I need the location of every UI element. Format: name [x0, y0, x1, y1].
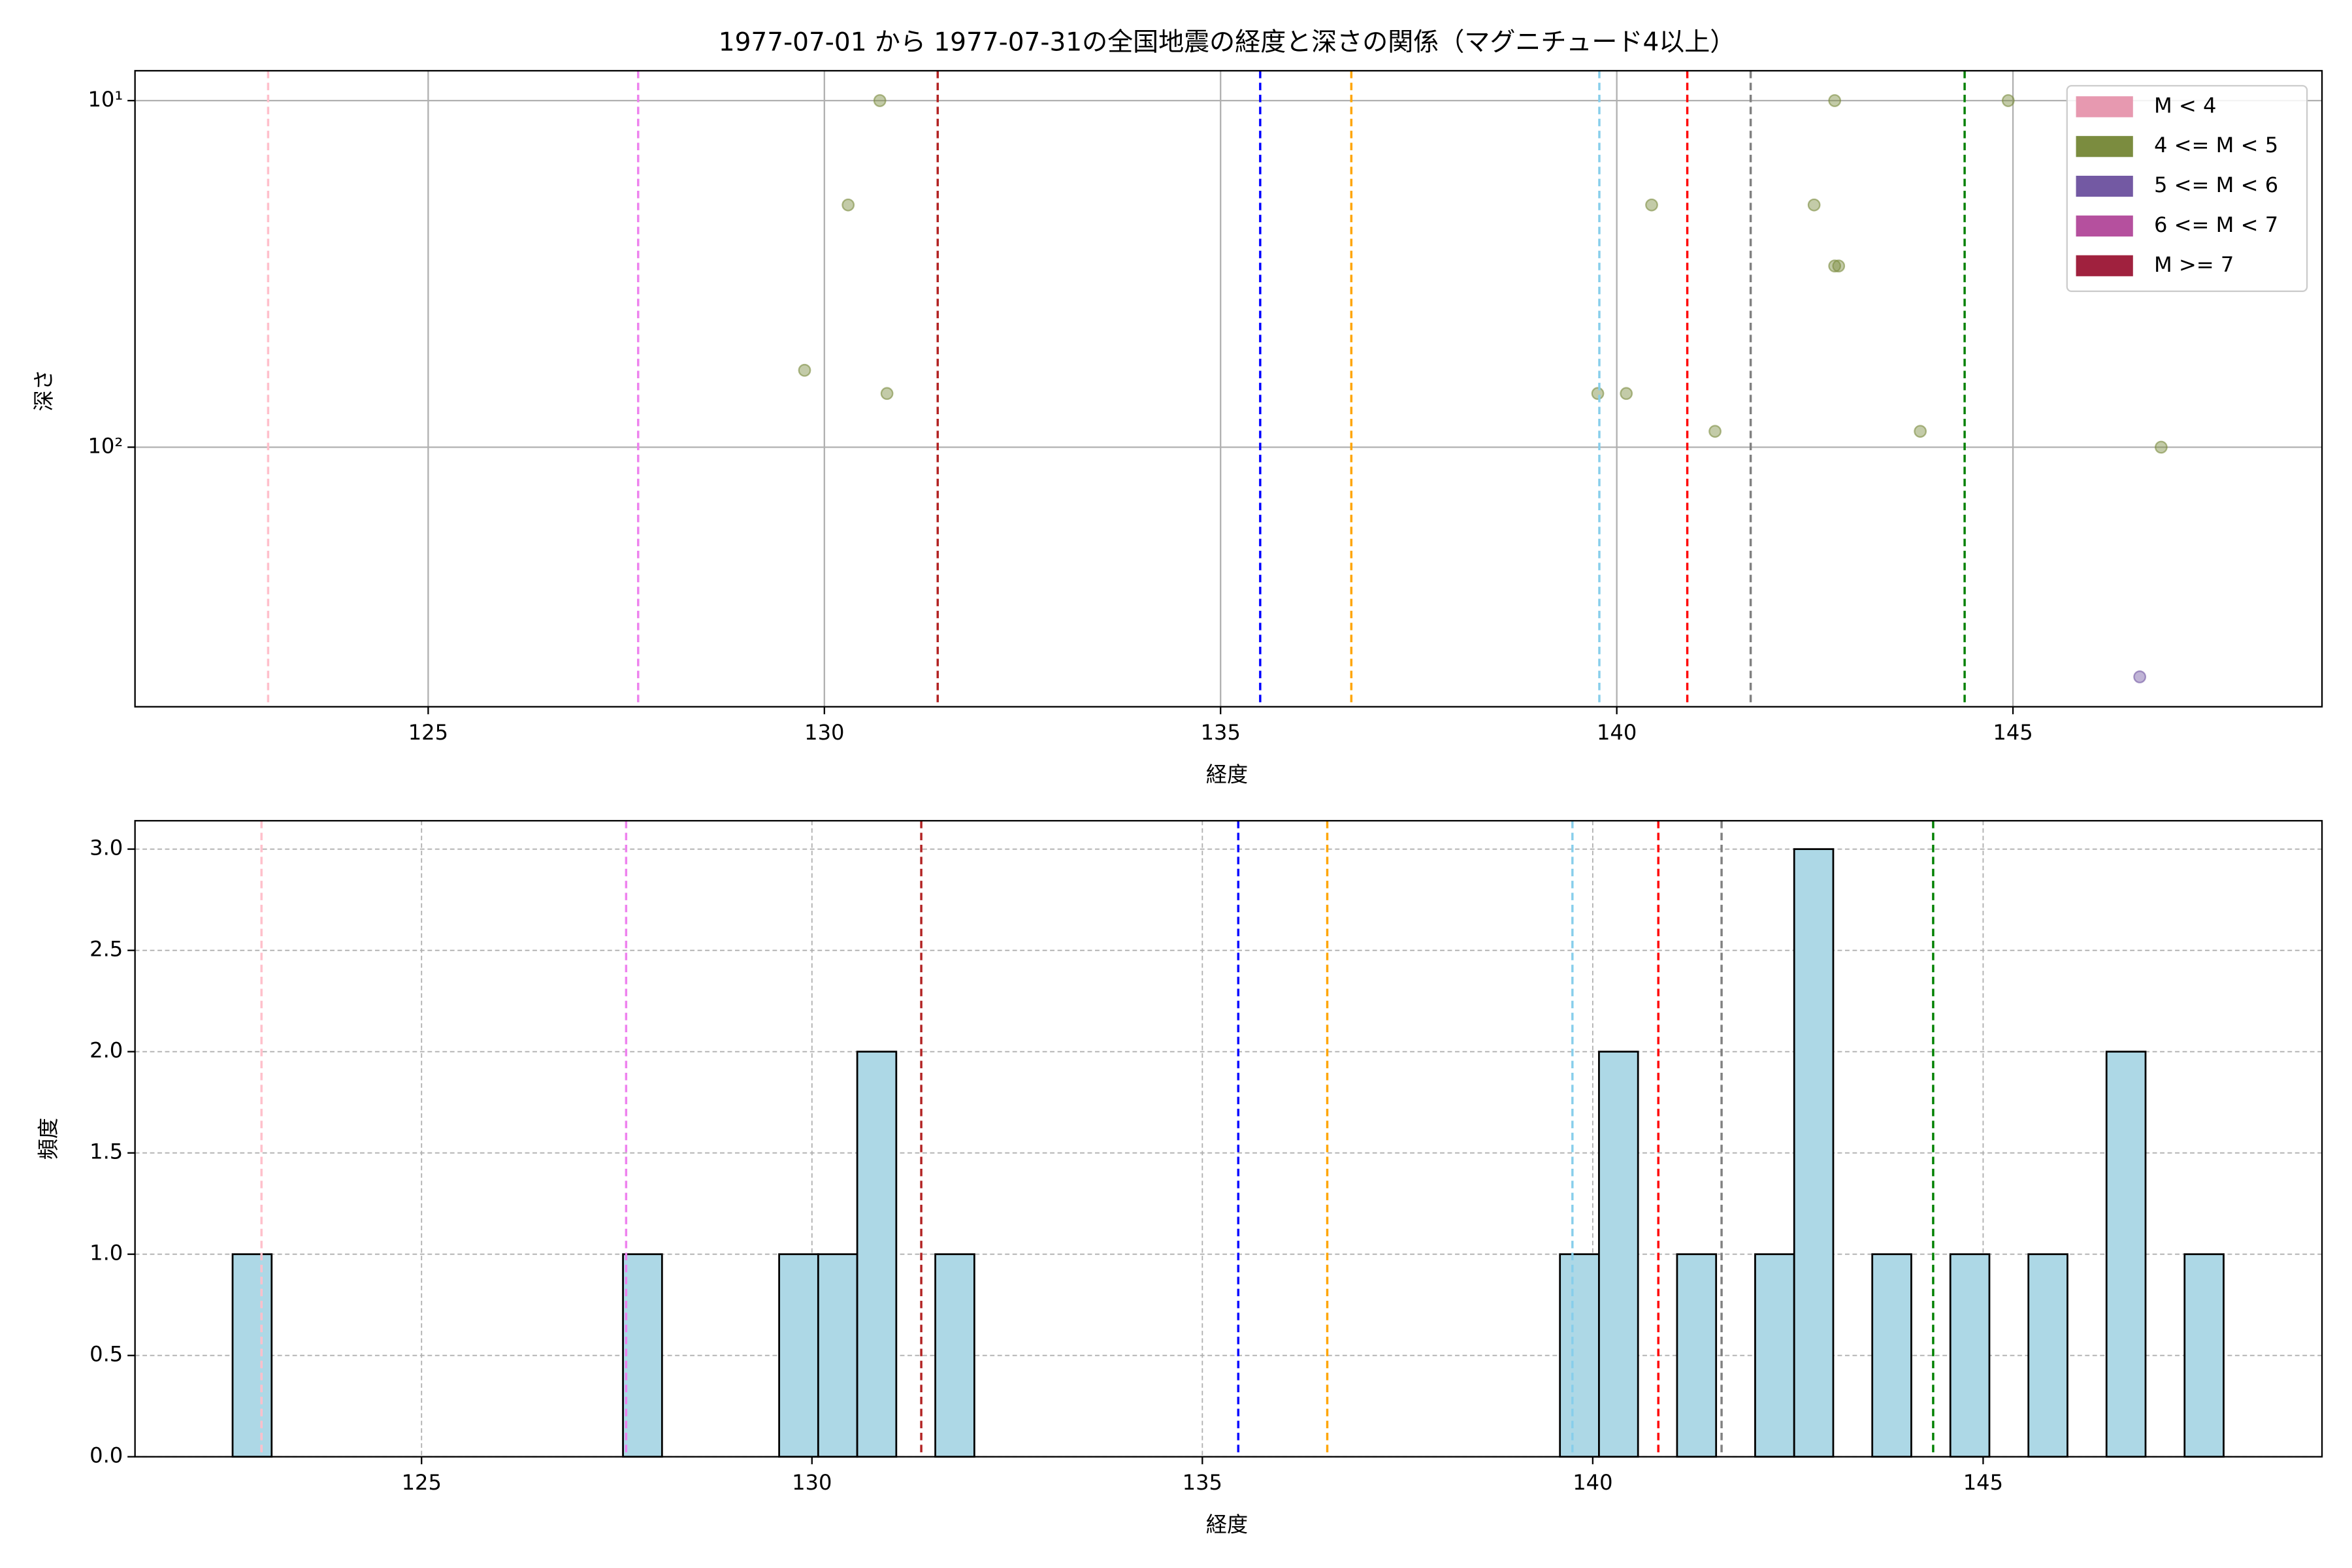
y-tick-label: 1.5 [90, 1139, 123, 1164]
chart-title: 1977-07-01 から 1977-07-31の全国地震の経度と深さの関係（マ… [719, 27, 1736, 57]
point [1645, 198, 1658, 212]
x-axis-label: 経度 [1206, 762, 1248, 787]
y-tick-label: 2.0 [90, 1038, 123, 1063]
bar [622, 1253, 663, 1458]
legend-label: M >= 7 [2154, 252, 2234, 277]
x-tick-label: 140 [1573, 1470, 1612, 1495]
legend-swatch [2076, 136, 2133, 157]
y-tick-label: 2.5 [90, 937, 123, 962]
axes-frame [134, 70, 2323, 708]
legend-label: 4 <= M < 5 [2154, 133, 2278, 157]
point [841, 198, 855, 212]
point [1828, 259, 1842, 272]
axes-frame [134, 820, 2323, 1458]
point [873, 94, 887, 107]
point [1807, 198, 1821, 212]
x-tick-label: 125 [402, 1470, 442, 1495]
legend-label: M < 4 [2154, 93, 2217, 118]
point [1708, 425, 1722, 438]
x-tick-label: 130 [804, 720, 844, 745]
legend-swatch [2076, 215, 2133, 237]
legend-label: 5 <= M < 6 [2154, 172, 2278, 197]
y-tick-label: 0.5 [90, 1342, 123, 1367]
point [798, 363, 811, 377]
bar [1598, 1051, 1639, 1458]
legend-swatch [2076, 255, 2133, 276]
bar [2183, 1253, 2225, 1458]
bar [778, 1253, 819, 1458]
bar [856, 1051, 898, 1458]
x-tick-label: 130 [792, 1470, 832, 1495]
bar [934, 1253, 975, 1458]
point [1591, 387, 1605, 400]
bar [1559, 1253, 1600, 1458]
bar [1754, 1253, 1795, 1458]
bar [2105, 1051, 2147, 1458]
x-tick-label: 135 [1183, 1470, 1222, 1495]
y-tick-label: 10¹ [88, 87, 123, 112]
y-tick-label: 0.0 [90, 1443, 123, 1468]
y-axis-label: 深さ [31, 369, 56, 411]
point [1828, 94, 1842, 107]
point [1620, 387, 1633, 400]
bar [1676, 1253, 1718, 1458]
point [2001, 94, 2015, 107]
x-tick-label: 135 [1201, 720, 1241, 745]
bar [817, 1253, 858, 1458]
y-axis-label: 頻度 [36, 1118, 61, 1160]
y-tick-label: 10² [88, 433, 123, 458]
y-tick-label: 3.0 [90, 836, 123, 860]
legend-swatch [2076, 96, 2133, 118]
bar [2027, 1253, 2068, 1458]
bar [1793, 848, 1835, 1458]
x-axis-label: 経度 [1206, 1512, 1248, 1537]
point [1832, 259, 1846, 272]
point [2133, 670, 2146, 683]
x-tick-label: 125 [408, 720, 448, 745]
x-tick-label: 145 [1963, 1470, 2003, 1495]
point [2155, 440, 2168, 454]
point [880, 387, 894, 400]
y-tick-label: 1.0 [90, 1241, 123, 1266]
bar [1949, 1253, 1991, 1458]
bar [1871, 1253, 1912, 1458]
x-tick-label: 140 [1597, 720, 1637, 745]
legend-label: 6 <= M < 7 [2154, 212, 2278, 237]
point [1914, 425, 1927, 438]
x-tick-label: 145 [1993, 720, 2033, 745]
legend-swatch [2076, 176, 2133, 197]
bar [231, 1253, 273, 1458]
